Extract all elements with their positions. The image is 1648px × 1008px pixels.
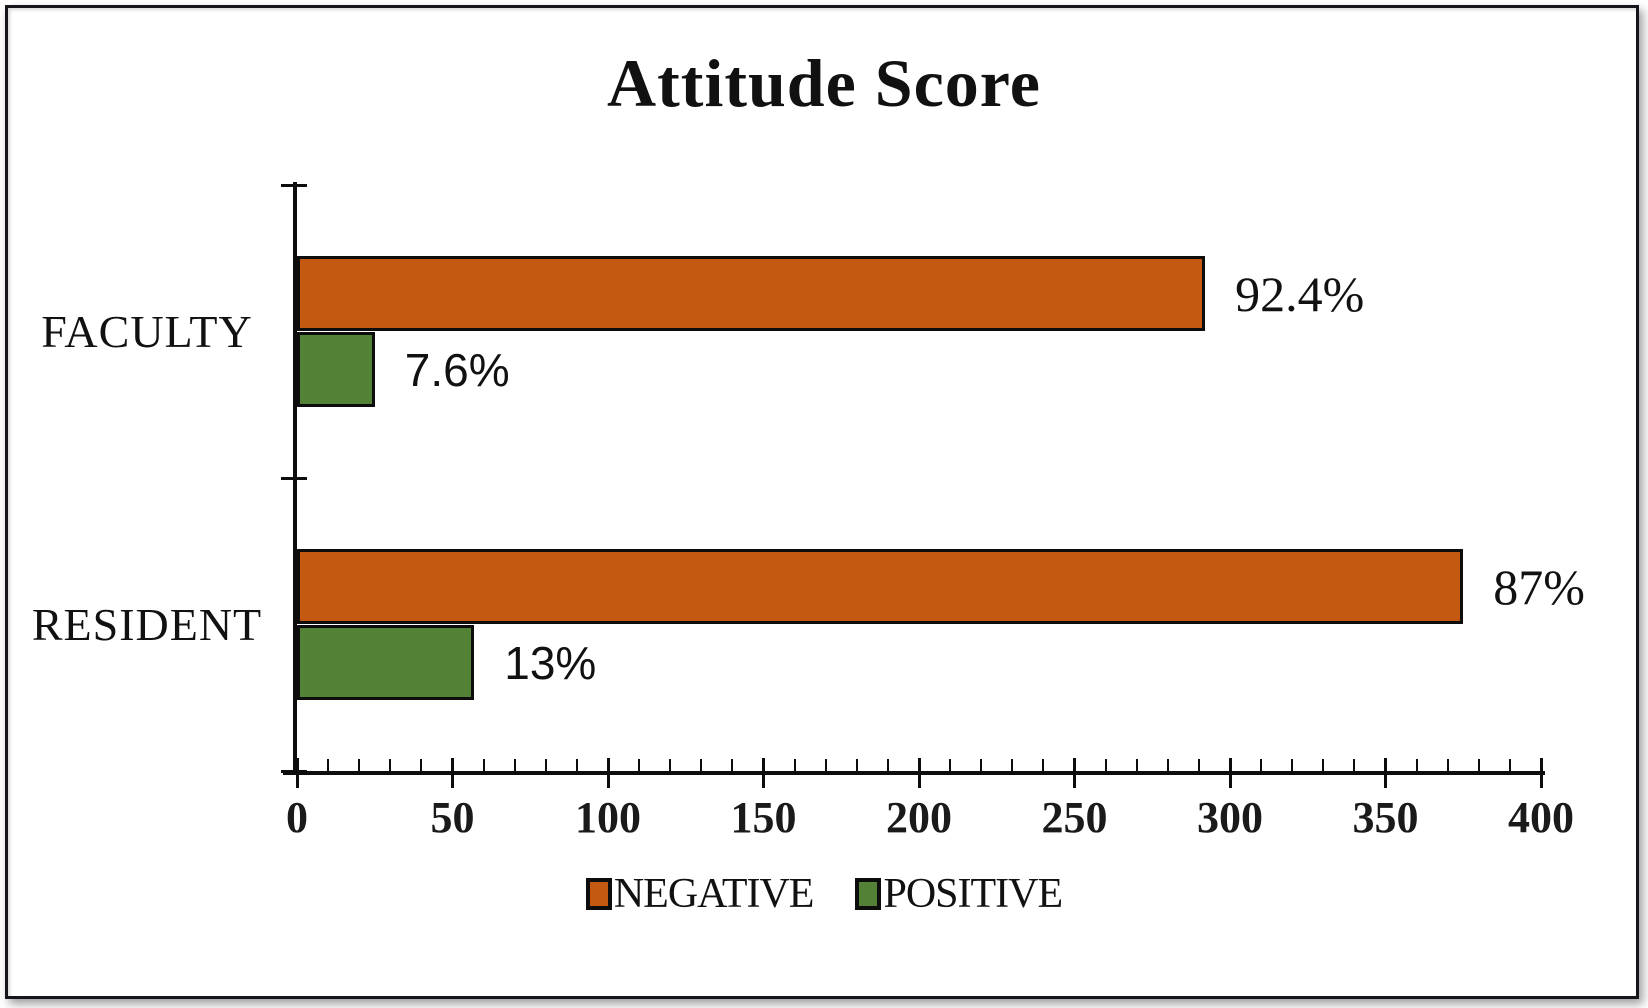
x-axis-minor-tick — [327, 759, 330, 771]
x-axis-minor-tick — [855, 759, 858, 771]
category-label-faculty: FACULTY — [41, 306, 253, 357]
legend-swatch-negative — [585, 878, 612, 910]
x-axis-minor-tick — [482, 759, 485, 771]
legend: NEGATIVE POSITIVE — [0, 868, 1648, 920]
x-axis-minor-tick — [980, 759, 983, 771]
x-axis-tick-label: 300 — [1197, 793, 1263, 842]
data-label-positive-resident: 13% — [504, 636, 597, 689]
data-label-negative-faculty: 92.4% — [1235, 265, 1365, 322]
x-axis-minor-tick — [886, 759, 889, 771]
x-axis-minor-tick — [1477, 759, 1480, 771]
x-axis-tick-label: 100 — [575, 793, 641, 842]
x-axis-tick-label: 50 — [430, 793, 475, 842]
x-axis-minor-tick — [575, 759, 578, 771]
x-axis-minor-tick — [1166, 759, 1169, 771]
x-axis-minor-tick — [389, 759, 392, 771]
x-axis-minor-tick — [700, 759, 703, 771]
x-axis-minor-tick — [1446, 759, 1449, 771]
x-axis-minor-tick — [1508, 759, 1511, 771]
legend-item-positive: POSITIVE — [855, 870, 1063, 918]
x-axis-major-tick — [606, 758, 610, 788]
x-axis-minor-tick — [1042, 759, 1045, 771]
x-axis-major-tick — [1228, 758, 1232, 788]
bar-negative-resident — [297, 549, 1464, 624]
x-axis-tick-label: 150 — [730, 793, 797, 842]
x-axis-major-tick — [917, 758, 921, 788]
legend-label-positive: POSITIVE — [883, 871, 1063, 917]
x-axis-minor-tick — [949, 759, 952, 771]
x-axis-tick-label: 400 — [1508, 793, 1574, 842]
x-axis-minor-tick — [1415, 759, 1418, 771]
x-axis-minor-tick — [1197, 759, 1200, 771]
bar-positive-faculty — [297, 332, 375, 407]
x-axis-tick-label: 350 — [1352, 793, 1419, 842]
y-axis-tick — [281, 184, 307, 187]
x-axis-minor-tick — [1322, 759, 1325, 771]
y-axis-tick — [281, 770, 307, 773]
x-axis-tick-label: 0 — [286, 793, 308, 842]
bar-negative-faculty — [297, 256, 1206, 331]
x-axis-minor-tick — [1260, 759, 1263, 771]
x-axis-major-tick — [762, 758, 765, 788]
x-axis-minor-tick — [638, 759, 641, 771]
y-axis-tick — [281, 477, 307, 480]
x-axis-major-tick — [295, 758, 299, 788]
x-axis-minor-tick — [824, 759, 827, 771]
x-axis-minor-tick — [793, 759, 796, 771]
legend-swatch-positive — [855, 878, 882, 910]
legend-item-negative: NEGATIVE — [585, 870, 815, 918]
x-axis-minor-tick — [1353, 759, 1356, 771]
x-axis-tick-label: 250 — [1041, 793, 1108, 842]
x-axis-minor-tick — [513, 759, 516, 771]
legend-label-negative: NEGATIVE — [613, 871, 815, 917]
x-axis-minor-tick — [1291, 759, 1294, 771]
x-axis-major-tick — [1073, 758, 1076, 788]
x-axis-line — [283, 771, 1545, 775]
x-axis-minor-tick — [544, 759, 547, 771]
x-axis-major-tick — [1539, 758, 1543, 788]
x-axis-minor-tick — [420, 759, 423, 771]
x-axis-minor-tick — [1011, 759, 1014, 771]
data-label-negative-resident: 87% — [1493, 558, 1585, 615]
category-label-resident: RESIDENT — [31, 599, 263, 650]
chart-title: Attitude Score — [607, 45, 1041, 121]
x-axis-minor-tick — [731, 759, 734, 771]
x-axis-minor-tick — [358, 759, 361, 771]
x-axis-minor-tick — [1135, 759, 1138, 771]
x-axis-minor-tick — [669, 759, 672, 771]
data-label-positive-faculty: 7.6% — [404, 343, 510, 396]
bar-positive-resident — [297, 625, 475, 700]
x-axis-tick-label: 200 — [886, 793, 952, 842]
x-axis-major-tick — [1384, 758, 1387, 788]
chart-frame-border — [5, 5, 1639, 999]
x-axis-minor-tick — [1104, 759, 1107, 771]
x-axis-major-tick — [451, 758, 454, 788]
